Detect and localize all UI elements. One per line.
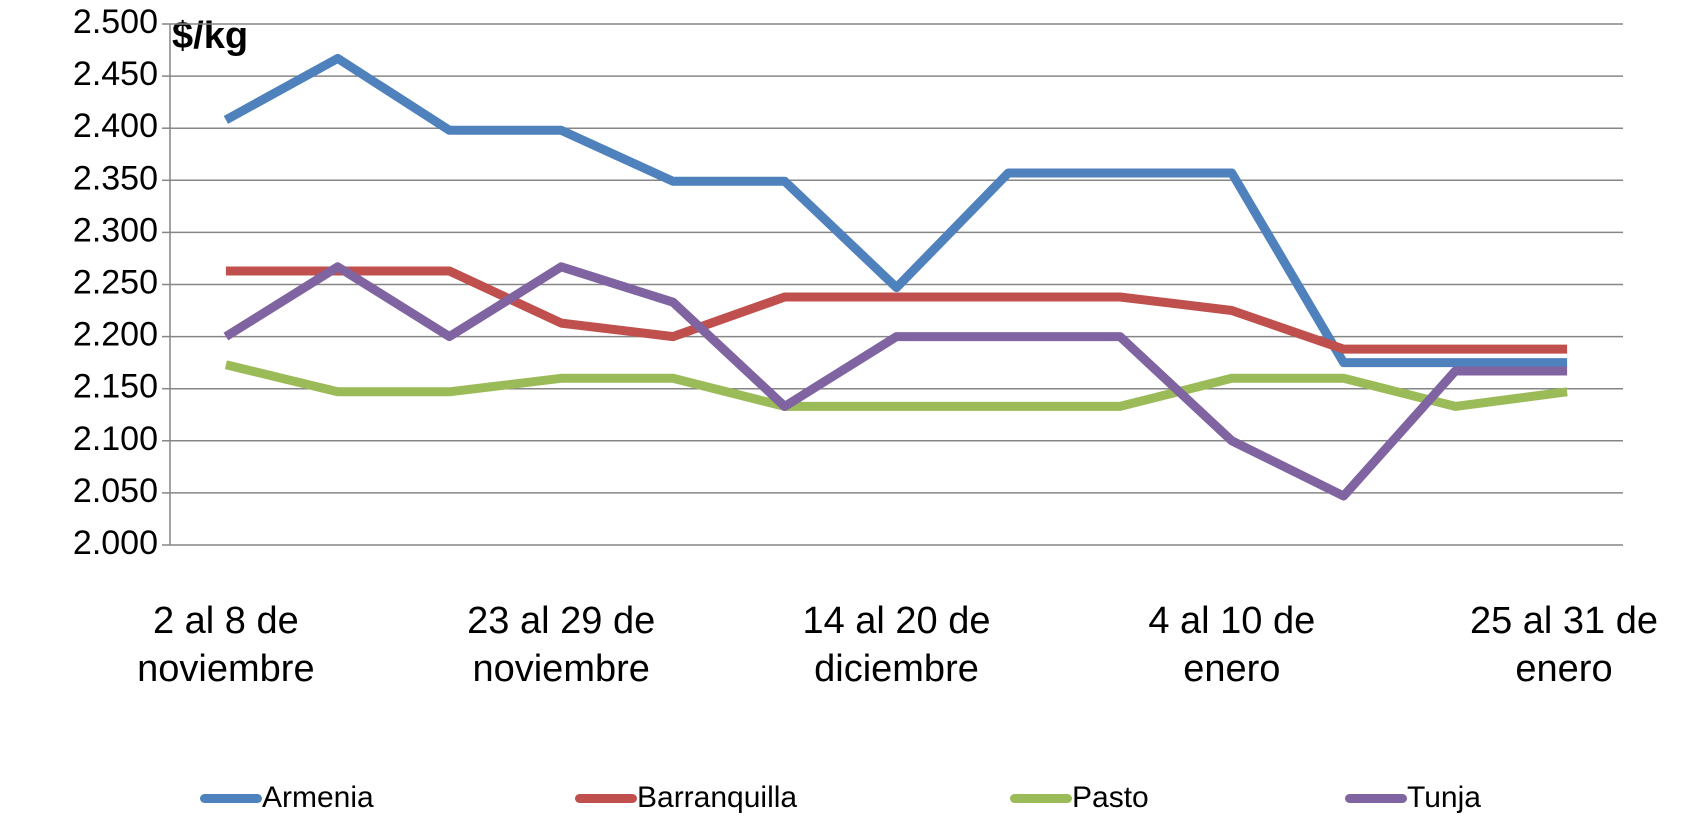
y-tick-label: 2.450 <box>73 55 158 93</box>
y-tick-label: 2.250 <box>73 263 158 301</box>
legend-label: Barranquilla <box>637 781 798 814</box>
y-tick-label: 2.050 <box>73 472 158 510</box>
series-line <box>223 262 1568 501</box>
y-tick-label: 2.500 <box>73 3 158 41</box>
legend-item: Tunja <box>1345 780 1481 816</box>
legend-item: Armenia <box>200 780 374 816</box>
legend: Armenia Barranquilla Pasto Tunja <box>0 780 1696 820</box>
x-tick-label: 2 al 8 de noviembre <box>137 600 315 690</box>
y-axis-label: $/kg <box>172 15 248 57</box>
series-line <box>225 266 1568 354</box>
y-tick-label: 2.300 <box>73 211 158 249</box>
y-tick-label: 2.150 <box>73 368 158 406</box>
x-tick-label: 25 al 31 de enero <box>1469 600 1659 690</box>
legend-swatch <box>575 793 637 803</box>
series-line <box>223 53 1568 368</box>
legend-label: Pasto <box>1072 781 1149 814</box>
x-tick-label: 23 al 29 de noviembre <box>467 600 656 690</box>
legend-swatch <box>200 793 262 803</box>
y-tick-label: 2.100 <box>73 420 158 458</box>
y-tick-label: 2.000 <box>73 524 158 562</box>
x-tick-label: 14 al 20 de diciembre <box>802 600 991 690</box>
x-tick-label: 4 al 10 de enero <box>1148 600 1316 690</box>
y-tick-label: 2.400 <box>73 107 158 145</box>
legend-item: Barranquilla <box>575 780 797 816</box>
legend-item: Pasto <box>1010 780 1149 816</box>
series-line <box>224 360 1568 411</box>
legend-swatch <box>1010 793 1072 803</box>
y-tick-label: 2.200 <box>73 316 158 354</box>
legend-label: Tunja <box>1407 781 1481 814</box>
legend-label: Armenia <box>262 781 374 814</box>
legend-swatch <box>1345 793 1407 803</box>
y-tick-label: 2.350 <box>73 159 158 197</box>
